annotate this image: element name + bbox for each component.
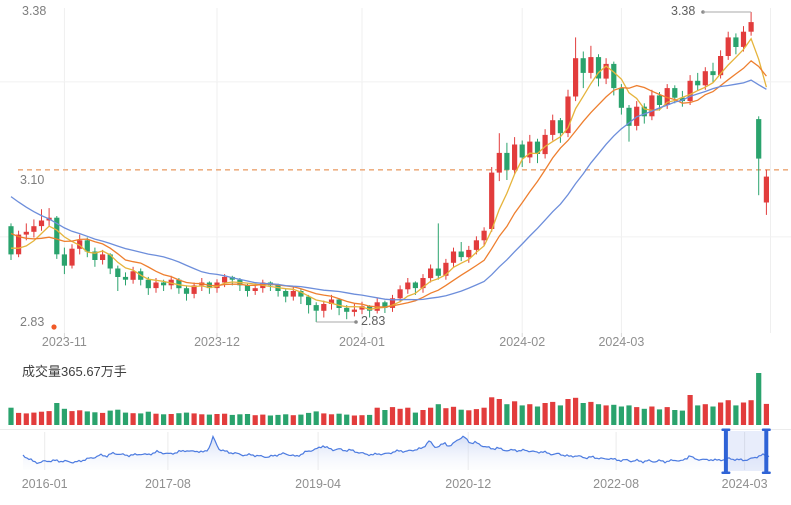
navigator-axis-label: 2019-04 <box>295 477 341 491</box>
moving-average-lines <box>10 37 768 310</box>
low-annotation-callout <box>316 320 358 324</box>
navigator-axis-label: 2016-01 <box>21 477 68 491</box>
volume-latest-value: 365.67万手 <box>61 364 127 379</box>
ma10-line <box>10 59 767 308</box>
y-axis-label-low: 2.83 <box>20 315 45 329</box>
volume-label-prefix: 成交量 <box>22 364 62 379</box>
navigator-line <box>22 434 770 465</box>
x-axis-label: 2023-11 <box>41 335 87 349</box>
high-annotation-callout <box>701 10 752 14</box>
navigator-handle-left[interactable] <box>721 428 731 475</box>
ma20-line <box>10 79 767 301</box>
navigator-handle-right[interactable] <box>761 428 771 475</box>
high-point-annotation: 3.38 <box>671 4 696 18</box>
x-axis-label: 2023-12 <box>194 335 240 349</box>
low-point-annotation: 2.83 <box>361 314 386 328</box>
ma5-line <box>11 37 768 310</box>
navigator-axis-label: 2022-08 <box>593 477 640 491</box>
x-axis-label: 2024-01 <box>339 335 385 349</box>
navigator-axis-label: 2017-08 <box>144 477 191 491</box>
navigator-axis-label: 2020-12 <box>445 477 492 491</box>
y-axis-label-high: 3.38 <box>22 4 47 18</box>
event-marker-dot <box>51 324 57 330</box>
navigator-axis-label: 2024-03 <box>721 477 768 491</box>
x-axis-label: 2024-03 <box>598 335 645 349</box>
volume-label: 成交量365.67万手 <box>22 361 127 380</box>
candlestick-series[interactable] <box>8 12 769 322</box>
main-gridlines <box>0 8 791 337</box>
x-axis-label: 2024-02 <box>499 335 546 349</box>
navigator-area <box>23 436 770 470</box>
navigator-selection[interactable] <box>725 431 767 471</box>
y-axis-label-ref: 3.10 <box>20 172 45 187</box>
navigator-chart[interactable] <box>22 428 771 475</box>
volume-bars <box>8 373 769 425</box>
